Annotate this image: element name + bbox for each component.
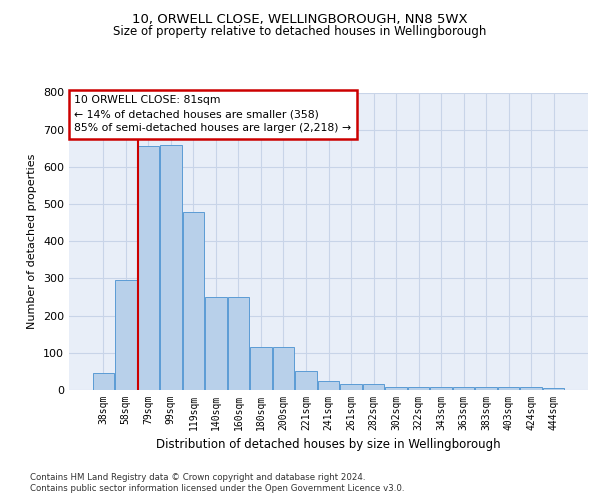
Bar bbox=[385, 387, 407, 390]
Bar bbox=[363, 384, 384, 390]
Bar bbox=[318, 380, 339, 390]
Text: Contains HM Land Registry data © Crown copyright and database right 2024.: Contains HM Land Registry data © Crown c… bbox=[30, 472, 365, 482]
Bar bbox=[205, 297, 227, 390]
Bar bbox=[115, 280, 137, 390]
X-axis label: Distribution of detached houses by size in Wellingborough: Distribution of detached houses by size … bbox=[156, 438, 501, 452]
Bar bbox=[250, 347, 272, 390]
Bar bbox=[160, 144, 182, 390]
Bar bbox=[498, 387, 520, 390]
Bar bbox=[228, 297, 249, 390]
Text: 10 ORWELL CLOSE: 81sqm
← 14% of detached houses are smaller (358)
85% of semi-de: 10 ORWELL CLOSE: 81sqm ← 14% of detached… bbox=[74, 96, 352, 134]
Bar bbox=[430, 387, 452, 390]
Bar bbox=[340, 384, 362, 390]
Text: Size of property relative to detached houses in Wellingborough: Size of property relative to detached ho… bbox=[113, 25, 487, 38]
Bar bbox=[182, 212, 204, 390]
Bar bbox=[408, 387, 429, 390]
Bar bbox=[520, 387, 542, 390]
Text: Contains public sector information licensed under the Open Government Licence v3: Contains public sector information licen… bbox=[30, 484, 404, 493]
Bar bbox=[453, 387, 475, 390]
Bar bbox=[475, 387, 497, 390]
Text: 10, ORWELL CLOSE, WELLINGBOROUGH, NN8 5WX: 10, ORWELL CLOSE, WELLINGBOROUGH, NN8 5W… bbox=[132, 12, 468, 26]
Bar bbox=[543, 388, 565, 390]
Y-axis label: Number of detached properties: Number of detached properties bbox=[28, 154, 37, 329]
Bar bbox=[273, 347, 294, 390]
Bar bbox=[92, 374, 114, 390]
Bar bbox=[137, 146, 159, 390]
Bar bbox=[295, 372, 317, 390]
